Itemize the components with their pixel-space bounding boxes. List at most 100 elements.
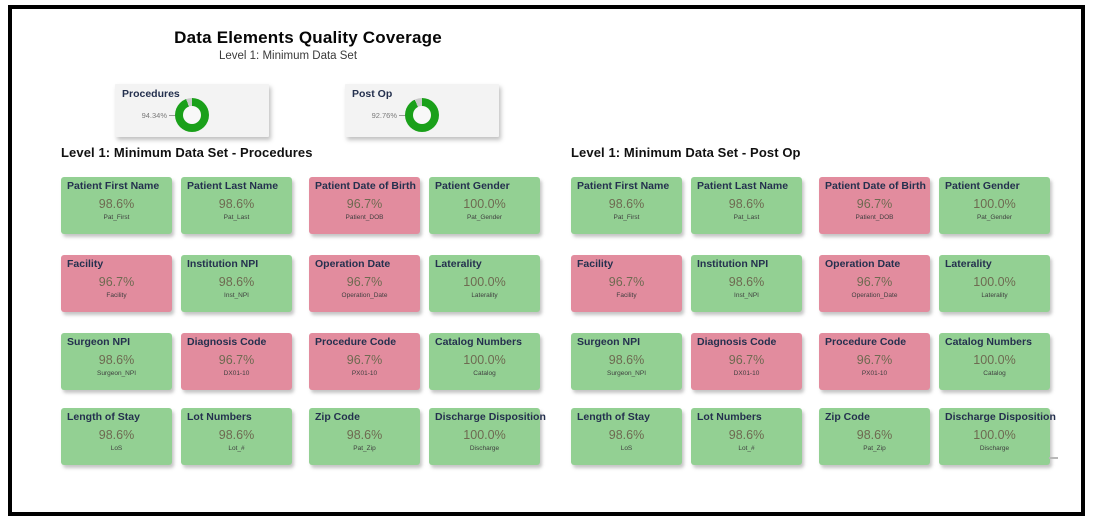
kpi-card-grid: Patient First Name 98.6% Pat_First Patie… — [61, 177, 553, 465]
kpi-card-field: Surgeon_NPI — [606, 370, 647, 377]
kpi-card-value: 100.0% — [973, 197, 1016, 211]
kpi-card-field: Pat_Last — [733, 214, 760, 221]
kpi-card-value: 96.7% — [218, 353, 255, 367]
kpi-card-field: Pat_First — [103, 214, 130, 221]
gauge-value-label: 92.76% — [371, 111, 397, 120]
kpi-card-title: Surgeon NPI — [67, 336, 131, 348]
gauge-card-procedures[interactable]: Procedures 94.34% — [115, 84, 269, 137]
kpi-card-field: Pat_First — [613, 214, 640, 221]
kpi-card-title: Discharge Disposition — [945, 411, 1056, 423]
kpi-card-row: Patient First Name 98.6% Pat_First Patie… — [571, 177, 1063, 234]
kpi-card-field: Pat_Gender — [976, 214, 1013, 221]
kpi-card-dx01-10[interactable]: Diagnosis Code 96.7% DX01-10 — [691, 333, 802, 390]
kpi-card-surgeon-npi[interactable]: Surgeon NPI 98.6% Surgeon_NPI — [571, 333, 682, 390]
gauge-card-post-op[interactable]: Post Op 92.76% — [345, 84, 499, 137]
kpi-card-value: 98.6% — [98, 428, 135, 442]
kpi-card-value: 100.0% — [463, 353, 506, 367]
kpi-card-dx01-10[interactable]: Diagnosis Code 96.7% DX01-10 — [181, 333, 292, 390]
callout-line — [169, 115, 176, 116]
kpi-card-inst-npi[interactable]: Institution NPI 98.6% Inst_NPI — [181, 255, 292, 312]
kpi-card-lot-[interactable]: Lot Numbers 98.6% Lot_# — [181, 408, 292, 465]
kpi-card-value: 96.7% — [346, 275, 383, 289]
kpi-card-field: Discharge — [979, 445, 1010, 452]
kpi-card-operation-date[interactable]: Operation Date 96.7% Operation_Date — [309, 255, 420, 312]
kpi-card-pat-first[interactable]: Patient First Name 98.6% Pat_First — [61, 177, 172, 234]
kpi-card-field: Inst_NPI — [734, 292, 759, 299]
kpi-card-title: Patient First Name — [67, 180, 160, 192]
kpi-card-title: Patient Last Name — [187, 180, 279, 192]
kpi-card-field: Lot_# — [738, 445, 755, 452]
kpi-card-value: 98.6% — [608, 353, 645, 367]
kpi-card-title: Catalog Numbers — [945, 336, 1032, 348]
kpi-card-title: Laterality — [945, 258, 992, 270]
kpi-card-row: Surgeon NPI 98.6% Surgeon_NPI Diagnosis … — [571, 333, 1063, 390]
kpi-card-field: PX01-10 — [351, 370, 378, 377]
gauge-value-callout: 92.76% — [372, 111, 406, 120]
kpi-card-field: Pat_Zip — [863, 445, 886, 452]
kpi-card-pat-last[interactable]: Patient Last Name 98.6% Pat_Last — [691, 177, 802, 234]
donut-chart-post-op — [405, 98, 439, 132]
kpi-card-discharge[interactable]: Discharge Disposition 100.0% Discharge — [429, 408, 546, 465]
page-subtitle: Level 1: Minimum Data Set — [218, 50, 358, 62]
kpi-card-pat-last[interactable]: Patient Last Name 98.6% Pat_Last — [181, 177, 292, 234]
kpi-card-row: Facility 96.7% Facility Institution NPI … — [61, 255, 553, 312]
kpi-card-title: Institution NPI — [697, 258, 769, 270]
kpi-card-value: 98.6% — [218, 428, 255, 442]
kpi-card-value: 100.0% — [463, 428, 506, 442]
kpi-card-field: Patient_DOB — [855, 214, 894, 221]
kpi-card-value: 98.6% — [346, 428, 383, 442]
kpi-card-pat-zip[interactable]: Zip Code 98.6% Pat_Zip — [309, 408, 420, 465]
page-title: Data Elements Quality Coverage — [174, 28, 442, 47]
more-options-indicator[interactable] — [1049, 457, 1058, 459]
kpi-card-laterality[interactable]: Laterality 100.0% Laterality — [939, 255, 1050, 312]
kpi-card-title: Patient Date of Birth — [315, 180, 416, 192]
kpi-card-field: Discharge — [469, 445, 500, 452]
kpi-card-value: 98.6% — [98, 197, 135, 211]
kpi-card-value: 98.6% — [608, 197, 645, 211]
kpi-card-title: Operation Date — [825, 258, 901, 270]
kpi-card-los[interactable]: Length of Stay 98.6% LoS — [61, 408, 172, 465]
kpi-card-facility[interactable]: Facility 96.7% Facility — [571, 255, 682, 312]
kpi-card-field: LoS — [110, 445, 123, 452]
kpi-card-value: 100.0% — [973, 428, 1016, 442]
kpi-card-value: 98.6% — [728, 275, 765, 289]
kpi-card-title: Laterality — [435, 258, 482, 270]
kpi-card-value: 98.6% — [98, 353, 135, 367]
kpi-card-los[interactable]: Length of Stay 98.6% LoS — [571, 408, 682, 465]
kpi-card-field: Facility — [106, 292, 127, 299]
kpi-card-field: Laterality — [471, 292, 498, 299]
kpi-card-field: PX01-10 — [861, 370, 888, 377]
kpi-card-laterality[interactable]: Laterality 100.0% Laterality — [429, 255, 540, 312]
kpi-card-field: DX01-10 — [733, 370, 760, 377]
section-post-op: Level 1: Minimum Data Set - Post Op Pati… — [571, 145, 1063, 486]
kpi-card-field: Operation_Date — [851, 292, 898, 299]
kpi-card-discharge[interactable]: Discharge Disposition 100.0% Discharge — [939, 408, 1056, 465]
kpi-card-row: Length of Stay 98.6% LoS Lot Numbers 98.… — [61, 408, 553, 465]
kpi-card-facility[interactable]: Facility 96.7% Facility — [61, 255, 172, 312]
kpi-card-surgeon-npi[interactable]: Surgeon NPI 98.6% Surgeon_NPI — [61, 333, 172, 390]
kpi-card-px01-10[interactable]: Procedure Code 96.7% PX01-10 — [819, 333, 930, 390]
gauge-value-label: 94.34% — [141, 111, 167, 120]
kpi-card-field: Catalog — [473, 370, 496, 377]
kpi-card-title: Lot Numbers — [697, 411, 762, 423]
kpi-card-pat-gender[interactable]: Patient Gender 100.0% Pat_Gender — [939, 177, 1050, 234]
kpi-card-value: 100.0% — [463, 275, 506, 289]
kpi-card-operation-date[interactable]: Operation Date 96.7% Operation_Date — [819, 255, 930, 312]
kpi-card-pat-gender[interactable]: Patient Gender 100.0% Pat_Gender — [429, 177, 540, 234]
gauge-title: Post Op — [352, 88, 393, 100]
kpi-card-patient-dob[interactable]: Patient Date of Birth 96.7% Patient_DOB — [819, 177, 930, 234]
kpi-card-pat-zip[interactable]: Zip Code 98.6% Pat_Zip — [819, 408, 930, 465]
kpi-card-pat-first[interactable]: Patient First Name 98.6% Pat_First — [571, 177, 682, 234]
kpi-card-title: Patient Date of Birth — [825, 180, 926, 192]
kpi-card-field: Patient_DOB — [345, 214, 384, 221]
kpi-card-catalog[interactable]: Catalog Numbers 100.0% Catalog — [429, 333, 540, 390]
kpi-card-px01-10[interactable]: Procedure Code 96.7% PX01-10 — [309, 333, 420, 390]
kpi-card-row: Length of Stay 98.6% LoS Lot Numbers 98.… — [571, 408, 1063, 465]
kpi-card-inst-npi[interactable]: Institution NPI 98.6% Inst_NPI — [691, 255, 802, 312]
kpi-card-catalog[interactable]: Catalog Numbers 100.0% Catalog — [939, 333, 1050, 390]
kpi-card-title: Lot Numbers — [187, 411, 252, 423]
kpi-card-value: 96.7% — [856, 275, 893, 289]
kpi-card-title: Discharge Disposition — [435, 411, 546, 423]
kpi-card-lot-[interactable]: Lot Numbers 98.6% Lot_# — [691, 408, 802, 465]
kpi-card-patient-dob[interactable]: Patient Date of Birth 96.7% Patient_DOB — [309, 177, 420, 234]
